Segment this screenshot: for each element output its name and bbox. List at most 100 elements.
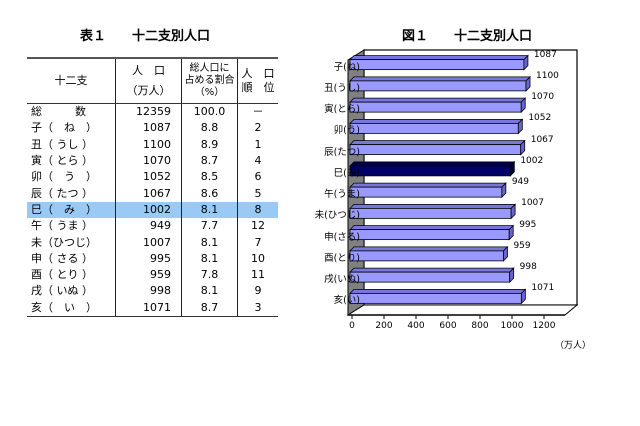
bar-value-label: 949 <box>511 177 530 188</box>
cell-population: 995 <box>115 250 182 267</box>
header-share-line2: 占める割合 <box>184 75 235 86</box>
bar-value-label: 1002 <box>520 155 544 166</box>
y-category-label: 巳(み) <box>333 167 360 179</box>
cell-population: 959 <box>115 266 182 284</box>
chart-floor <box>346 304 579 316</box>
cell-name: 巳（ み ） <box>27 201 116 219</box>
bar-value-label: 1052 <box>528 113 552 124</box>
cell-name: 申（ さる ） <box>27 250 116 267</box>
cell-rank: 9 <box>254 284 262 298</box>
x-axis-unit-label: （万人） <box>555 341 592 351</box>
y-category-label: 子(ね) <box>333 61 360 73</box>
bar <box>349 144 522 156</box>
cell-share: 8.6 <box>181 185 238 202</box>
chart-title: 図１ 十二支別人口 <box>402 29 533 44</box>
cell-name: 卯（ う ） <box>27 169 116 186</box>
cell-name: 酉（ とり ） <box>27 266 116 284</box>
cell-rank: 6 <box>254 170 262 184</box>
table-row: 未（ひつじ） 1007 8.1 7 <box>27 234 278 251</box>
cell-rank: 3 <box>237 299 278 317</box>
population-table: 十二支 人 口 （万人） 総人口に 占める割合 （%） 人 口 順 位 総 数 … <box>27 57 278 317</box>
bar-value-label: 1100 <box>536 70 559 81</box>
table-row: 酉（ とり ） 959 7.8 11 <box>27 266 278 284</box>
cell-share: 8.1 <box>181 250 238 267</box>
bar-value-label: 1071 <box>531 283 555 294</box>
table-row: 丑（ うし ） 1100 8.9 1 <box>27 136 278 153</box>
cell-rank: 11 <box>251 268 265 282</box>
bar <box>349 101 522 113</box>
bar-value-label: 959 <box>513 240 531 251</box>
chart-back-wall <box>363 49 578 306</box>
y-category-label: 午(うま) <box>324 189 360 201</box>
cell-share: 8.7 <box>181 152 238 170</box>
cell-population: 949 <box>115 218 182 235</box>
x-tick-label: 1000 <box>500 321 524 331</box>
header-population-line2: （万人） <box>126 84 171 97</box>
bar <box>349 165 511 177</box>
bar <box>349 186 503 198</box>
bar <box>349 292 522 304</box>
header-share-line1: 総人口に <box>189 63 230 74</box>
table-row-total: 総 数 12359 100.0 － <box>27 103 278 121</box>
bar <box>349 207 512 219</box>
x-tick-label: 0 <box>349 321 355 331</box>
chart-plot-area <box>346 49 579 319</box>
bar-chart: 0 200 400 600 800 1000 1200 1087 子(ね) 1100 丑(うし) 10… <box>290 40 610 360</box>
cell-share: 8.1 <box>181 283 238 300</box>
cell-rank: 4 <box>254 154 262 168</box>
cell-name: 総 数 <box>27 103 116 121</box>
table-header-row: 十二支 人 口 （万人） 総人口に 占める割合 （%） 人 口 順 位 <box>27 57 278 104</box>
cell-name: 丑（ うし ） <box>27 136 116 153</box>
cell-share: 8.1 <box>181 201 238 219</box>
cell-name: 午（ うま ） <box>27 218 116 235</box>
x-tick-label: 600 <box>439 321 457 331</box>
cell-name: 戌（ いぬ ） <box>27 283 116 300</box>
bar <box>349 59 525 71</box>
y-category-label: 戌(いぬ) <box>324 274 360 286</box>
cell-name: 未（ひつじ） <box>27 234 116 251</box>
header-rank-line1: 人 口 <box>241 67 275 80</box>
cell-population: 1007 <box>115 234 182 251</box>
cell-population: 1067 <box>115 185 182 202</box>
cell-population: 1002 <box>115 201 182 219</box>
cell-rank: 7 <box>254 235 262 249</box>
bar-value-label: 1007 <box>521 198 545 209</box>
bar <box>349 229 510 241</box>
header-rank-line2: 順 位 <box>241 81 275 94</box>
table-title: 表１ 十二支別人口 <box>80 29 211 44</box>
bar <box>349 80 527 92</box>
table-row: 寅（ とら ） 1070 8.7 4 <box>27 152 278 170</box>
table-row: 辰（ たつ ） 1067 8.6 5 <box>27 185 278 202</box>
x-tick-label: 200 <box>375 321 393 331</box>
bar <box>349 250 504 262</box>
bar <box>349 271 511 283</box>
header-rank: 人 口 順 位 <box>237 57 278 104</box>
header-population: 人 口 （万人） <box>115 57 182 104</box>
y-category-label: 辰(たつ) <box>324 146 360 158</box>
y-category-label: 申(さる) <box>324 231 360 243</box>
header-zodiac: 十二支 <box>27 57 116 104</box>
bar-value-label: 1067 <box>530 134 554 145</box>
table-row: 申（ さる ） 995 8.1 10 <box>27 250 278 267</box>
x-tick-label: 800 <box>471 321 489 331</box>
cell-share: 7.8 <box>181 266 238 284</box>
table-row: 卯（ う ） 1052 8.5 6 <box>27 169 278 186</box>
y-category-label: 亥(い) <box>333 295 360 307</box>
bar <box>349 122 519 134</box>
cell-rank: 1 <box>254 137 262 151</box>
y-category-label: 卯(う) <box>333 125 360 137</box>
cell-share: 8.8 <box>181 120 238 137</box>
cell-rank: 5 <box>254 186 262 200</box>
table-row: 午（ うま ） 949 7.7 12 <box>27 218 278 235</box>
x-tick-label: 400 <box>407 321 425 331</box>
table-row: 子（ ね ） 1087 8.8 2 <box>27 120 278 137</box>
header-population-line1: 人 口 <box>132 64 165 77</box>
cell-name: 亥（ い ） <box>27 299 116 317</box>
bar-value-label: 998 <box>519 262 537 273</box>
cell-share: 7.7 <box>181 218 238 235</box>
cell-population: 1052 <box>115 169 182 186</box>
cell-name: 子（ ね ） <box>27 120 116 137</box>
cell-rank: 10 <box>251 251 265 265</box>
cell-rank: － <box>252 105 264 119</box>
bar-value-label: 1087 <box>533 49 557 60</box>
